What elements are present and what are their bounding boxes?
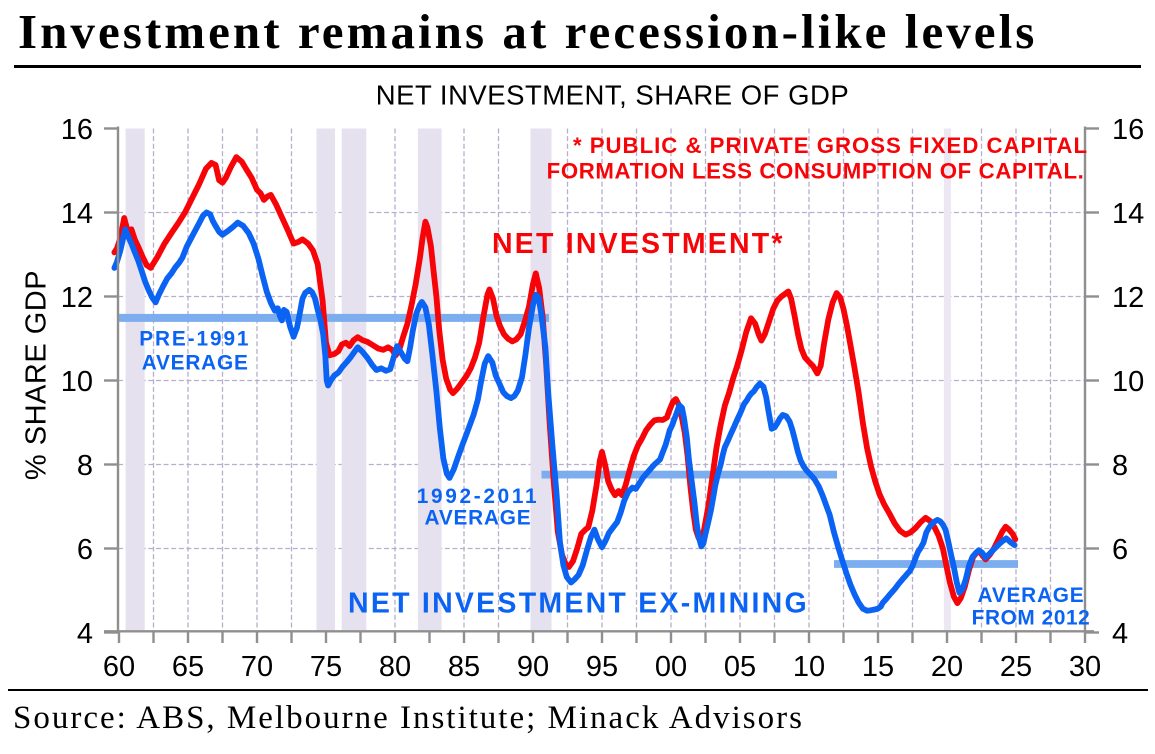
svg-text:05: 05 [724,651,756,683]
svg-text:65: 65 [172,651,204,683]
svg-text:00: 00 [655,651,687,683]
svg-text:30: 30 [1069,651,1101,683]
svg-text:4: 4 [77,618,93,650]
svg-text:15: 15 [862,651,894,683]
svg-text:95: 95 [586,651,618,683]
svg-text:10: 10 [61,366,93,398]
svg-text:AVERAGE: AVERAGE [142,352,249,375]
svg-text:FORMATION LESS CONSUMPTION OF: FORMATION LESS CONSUMPTION OF CAPITAL. [547,159,1085,184]
svg-text:NET INVESTMENT, SHARE OF GDP: NET INVESTMENT, SHARE OF GDP [376,80,849,111]
svg-text:6: 6 [1112,534,1128,566]
svg-text:1992-2011: 1992-2011 [417,485,540,508]
svg-text:% SHARE GDP: % SHARE GDP [21,270,53,480]
svg-text:NET INVESTMENT*: NET INVESTMENT* [492,228,785,260]
svg-text:FROM 2012: FROM 2012 [972,607,1091,630]
svg-text:8: 8 [1112,450,1128,482]
svg-text:20: 20 [931,651,963,683]
svg-text:PRE-1991: PRE-1991 [139,328,250,351]
svg-text:16: 16 [61,114,93,146]
svg-text:8: 8 [77,450,93,482]
svg-text:12: 12 [61,282,93,314]
svg-text:14: 14 [61,198,93,230]
svg-text:90: 90 [517,651,549,683]
svg-text:10: 10 [793,651,825,683]
svg-text:AVERAGE: AVERAGE [978,584,1085,607]
svg-text:4: 4 [1112,618,1128,650]
svg-text:10: 10 [1112,366,1144,398]
svg-text:6: 6 [77,534,93,566]
svg-text:60: 60 [103,651,135,683]
svg-text:70: 70 [241,651,273,683]
svg-text:75: 75 [310,651,342,683]
svg-text:* PUBLIC & PRIVATE GROSS FIXED: * PUBLIC & PRIVATE GROSS FIXED CAPITAL [573,133,1088,158]
svg-text:12: 12 [1112,282,1144,314]
svg-text:14: 14 [1112,198,1144,230]
svg-text:85: 85 [448,651,480,683]
svg-text:16: 16 [1112,114,1144,146]
svg-text:NET INVESTMENT EX-MINING: NET INVESTMENT EX-MINING [348,587,809,619]
svg-text:80: 80 [379,651,411,683]
svg-text:AVERAGE: AVERAGE [425,507,532,530]
svg-text:25: 25 [1000,651,1032,683]
